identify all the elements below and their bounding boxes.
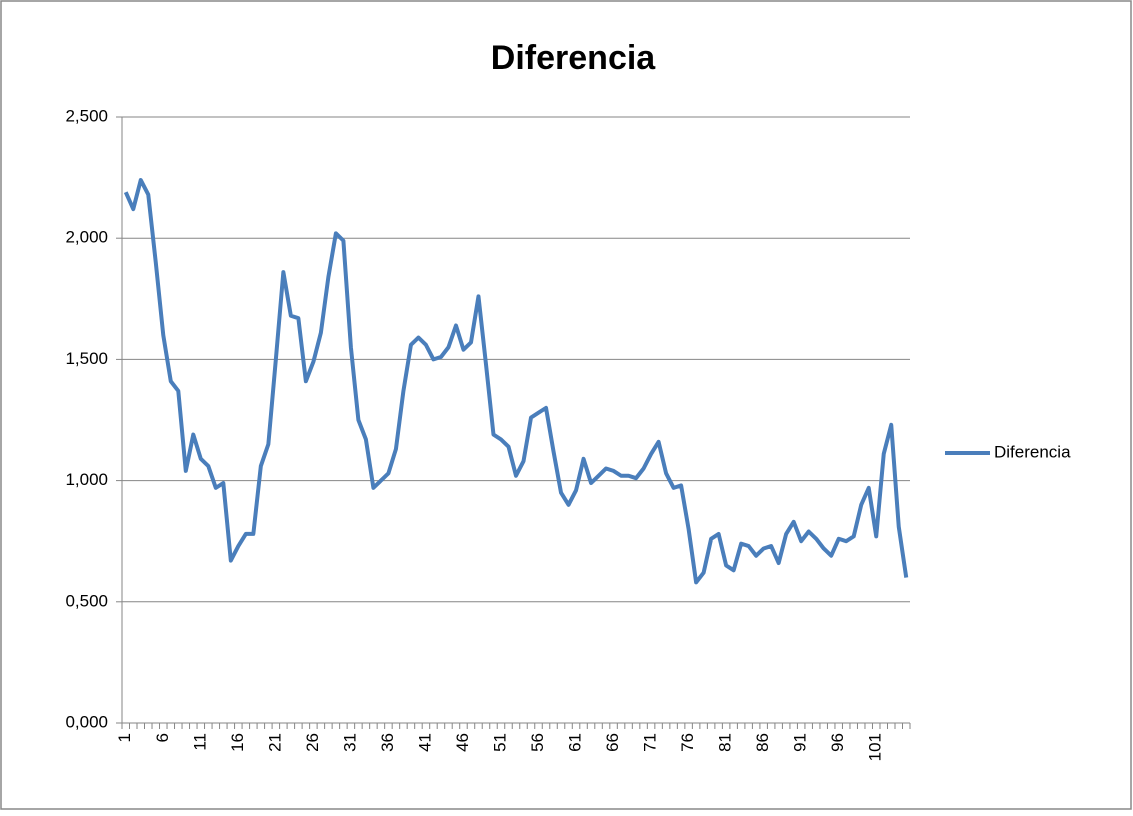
y-tick-label: 0,000 [65,712,108,731]
x-tick-label: 61 [566,733,585,752]
x-tick-label: 26 [303,733,322,752]
y-tick-label: 2,000 [65,228,108,247]
x-tick-label: 66 [603,733,622,752]
y-tick-label: 1,500 [65,349,108,368]
x-tick-label: 51 [490,733,509,752]
y-tick-label: 2,500 [65,106,108,125]
y-tick-label: 0,500 [65,591,108,610]
x-tick-label: 31 [340,733,359,752]
x-tick-label: 6 [153,733,172,742]
x-tick-label: 46 [453,733,472,752]
x-tick-label: 16 [228,733,247,752]
x-tick-label: 96 [828,733,847,752]
legend-label: Diferencia [994,442,1071,461]
chart-title: Diferencia [491,39,656,77]
x-tick-label: 41 [415,733,434,752]
x-tick-label: 101 [866,733,885,761]
x-tick-label: 81 [716,733,735,752]
x-tick-label: 71 [641,733,660,752]
x-tick-label: 1 [115,733,134,742]
x-tick-label: 86 [753,733,772,752]
y-tick-label: 1,000 [65,470,108,489]
x-tick-label: 11 [190,733,209,751]
x-tick-label: 76 [678,733,697,752]
x-tick-label: 21 [265,733,284,752]
data-line [123,178,909,585]
x-tick-label: 36 [378,733,397,752]
x-tick-label: 91 [791,733,810,752]
x-tick-label: 56 [528,733,547,752]
